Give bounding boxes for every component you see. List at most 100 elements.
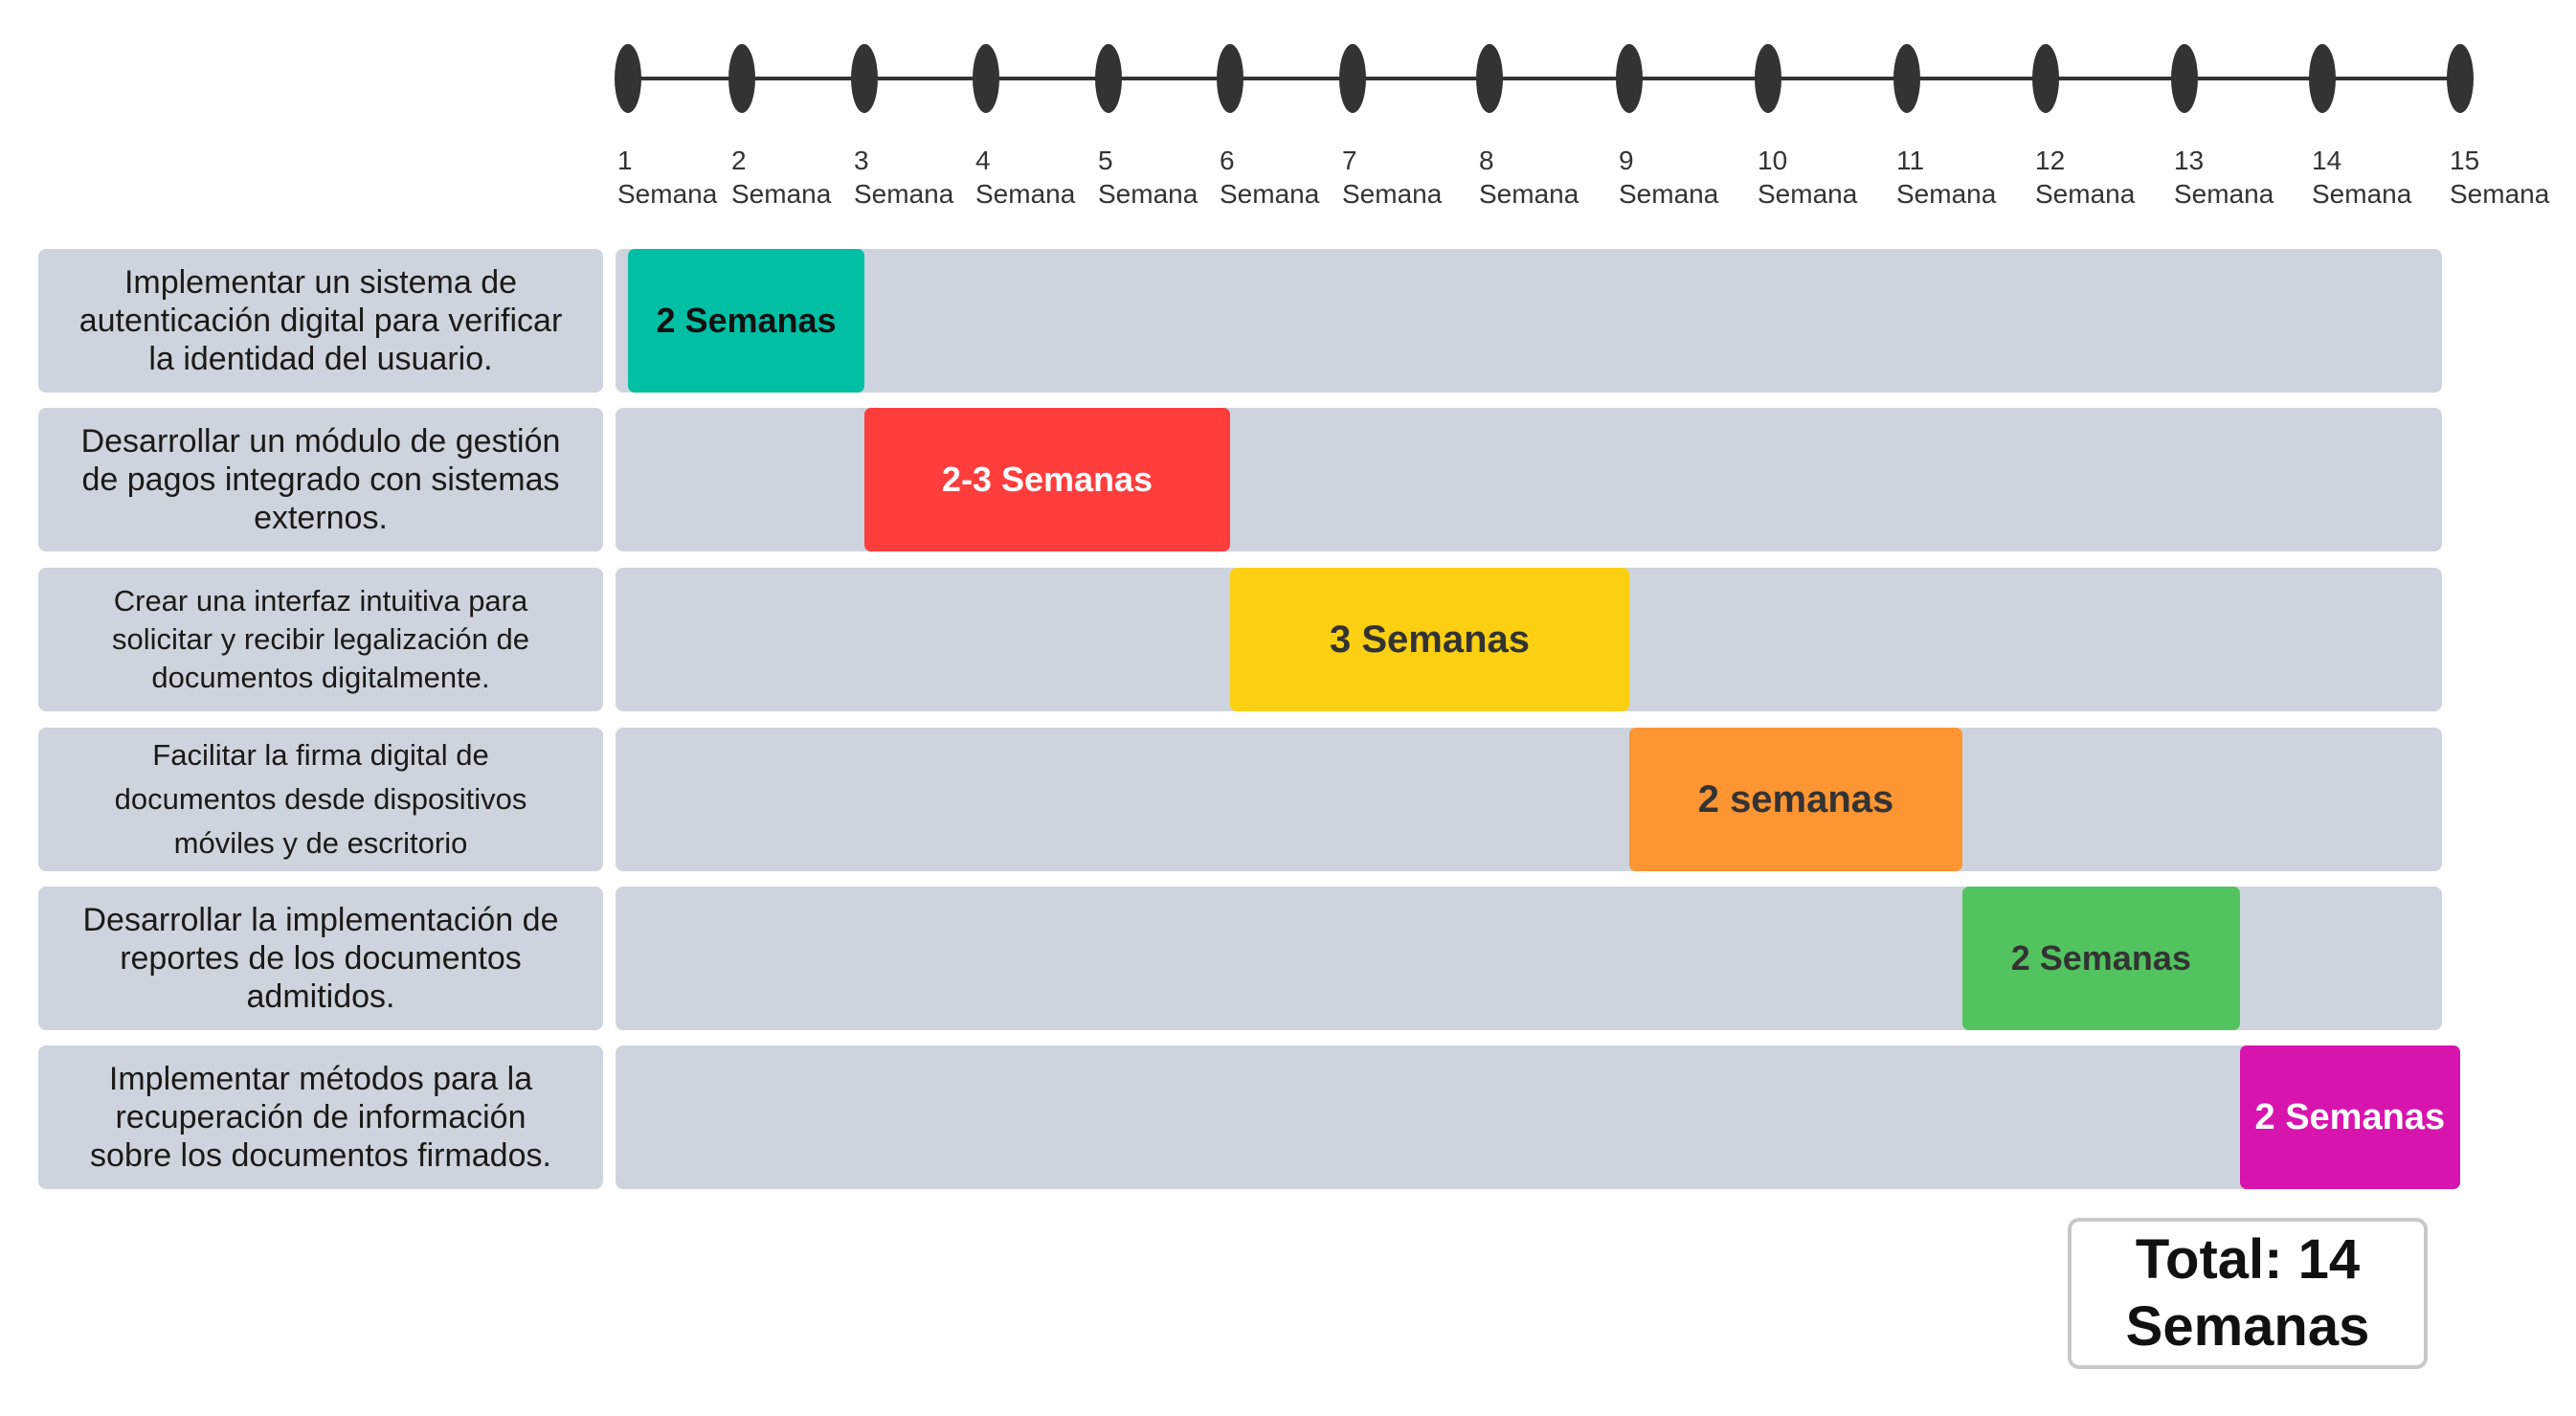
week-marker-9 xyxy=(1616,44,1643,113)
task-label-line: autenticación digital para verificar xyxy=(78,303,563,339)
week-label-12: 12 Semana xyxy=(2035,144,2135,211)
task-label-3: Crear una interfaz intuitiva para solicit… xyxy=(38,568,603,711)
week-unit: Semana xyxy=(2450,179,2550,209)
task-label-line: sobre los documentos firmados. xyxy=(90,1137,551,1174)
week-label-13: 13 Semana xyxy=(2174,144,2274,211)
week-label-7: 7 Semana xyxy=(1342,144,1442,211)
task-label-line: admitidos. xyxy=(246,978,395,1015)
week-unit: Semana xyxy=(2174,179,2274,209)
task-label-text: Implementar métodos para la recuperación … xyxy=(90,1060,551,1175)
task-track-4 xyxy=(616,728,2442,871)
week-marker-1 xyxy=(615,44,641,113)
total-line-2: Semanas xyxy=(2125,1295,2370,1358)
week-marker-14 xyxy=(2309,44,2336,113)
week-number: 12 xyxy=(2035,146,2066,175)
week-marker-15 xyxy=(2447,44,2474,113)
task-label-line: externos. xyxy=(254,500,388,536)
task-bar-label: 3 Semanas xyxy=(1329,618,1531,661)
task-label-line: reportes de los documentos xyxy=(120,940,522,977)
week-number: 7 xyxy=(1342,146,1357,175)
week-number: 2 xyxy=(731,146,747,175)
week-unit: Semana xyxy=(975,179,1076,209)
task-bar-3: 3 Semanas xyxy=(1230,568,1629,711)
task-label-1: Implementar un sistema de autenticación d… xyxy=(38,249,603,393)
week-marker-7 xyxy=(1339,44,1366,113)
week-number: 9 xyxy=(1619,146,1634,175)
task-label-4: Facilitar la firma digital de documentos … xyxy=(38,728,603,871)
task-label-text: Desarrollar un módulo de gestión de pagos… xyxy=(81,422,561,537)
task-label-line: Implementar un sistema de xyxy=(123,264,518,301)
task-label-text: Crear una interfaz intuitiva para solicit… xyxy=(112,582,529,697)
week-marker-10 xyxy=(1755,44,1781,113)
total-line-1: Total: 14 xyxy=(2135,1228,2361,1291)
week-number: 6 xyxy=(1220,146,1235,175)
week-unit: Semana xyxy=(1479,179,1579,209)
week-number: 5 xyxy=(1098,146,1113,175)
week-marker-2 xyxy=(728,44,755,113)
week-label-6: 6 Semana xyxy=(1220,144,1319,211)
task-bar-label: 2-3 Semanas xyxy=(941,460,1154,499)
week-label-11: 11 Semana xyxy=(1896,144,1996,211)
week-unit: Semana xyxy=(854,179,954,209)
task-label-line: Crear una interfaz intuitiva para xyxy=(113,584,528,618)
week-marker-6 xyxy=(1217,44,1243,113)
week-number: 3 xyxy=(854,146,869,175)
week-number: 15 xyxy=(2450,146,2480,175)
task-label-line: la identidad del usuario. xyxy=(148,341,493,377)
week-marker-13 xyxy=(2171,44,2198,113)
task-label-2: Desarrollar un módulo de gestión de pagos… xyxy=(38,408,603,551)
week-label-5: 5 Semana xyxy=(1098,144,1198,211)
task-label-line: móviles y de escritorio xyxy=(173,826,468,860)
week-number: 1 xyxy=(617,146,633,175)
week-unit: Semana xyxy=(1758,179,1858,209)
task-bar-4: 2 semanas xyxy=(1629,728,1962,871)
task-label-text: Implementar un sistema de autenticación d… xyxy=(79,263,563,378)
week-marker-3 xyxy=(851,44,878,113)
week-unit: Semana xyxy=(2035,179,2136,209)
task-label-line: solicitar y recibir legalización de xyxy=(112,622,529,656)
week-unit: Semana xyxy=(731,179,832,209)
week-label-1: 1 Semana xyxy=(617,144,717,211)
week-marker-11 xyxy=(1893,44,1920,113)
week-number: 4 xyxy=(975,146,991,175)
task-label-line: Facilitar la firma digital de xyxy=(152,738,489,772)
week-marker-12 xyxy=(2032,44,2059,113)
week-unit: Semana xyxy=(1896,179,1997,209)
task-bar-2: 2-3 Semanas xyxy=(864,408,1230,551)
task-label-line: documentos desde dispositivos xyxy=(114,782,527,816)
week-unit: Semana xyxy=(1220,179,1320,209)
task-label-text: Facilitar la firma digital de documentos … xyxy=(115,733,527,865)
task-label-line: documentos digitalmente. xyxy=(151,661,490,694)
week-label-10: 10 Semana xyxy=(1758,144,1857,211)
week-number: 14 xyxy=(2312,146,2342,175)
week-number: 10 xyxy=(1758,146,1788,175)
week-label-14: 14 Semana xyxy=(2312,144,2411,211)
task-bar-label: 2 Semanas xyxy=(2010,938,2191,978)
week-marker-8 xyxy=(1476,44,1503,113)
week-label-15: 15 Semana xyxy=(2450,144,2549,211)
task-label-line: Implementar métodos para la xyxy=(108,1061,533,1097)
week-label-3: 3 Semana xyxy=(854,144,953,211)
week-unit: Semana xyxy=(1098,179,1198,209)
task-bar-label: 2 Semanas xyxy=(2254,1096,2446,1137)
week-unit: Semana xyxy=(617,179,718,209)
week-label-8: 8 Semana xyxy=(1479,144,1579,211)
task-bar-label: 2 semanas xyxy=(1697,777,1894,820)
week-marker-4 xyxy=(973,44,999,113)
task-bar-label: 2 Semanas xyxy=(656,301,837,340)
task-label-text: Desarrollar la implementación de reportes… xyxy=(82,901,558,1016)
task-label-6: Implementar métodos para la recuperación … xyxy=(38,1045,603,1189)
task-label-line: recuperación de información xyxy=(115,1099,526,1135)
week-unit: Semana xyxy=(2312,179,2412,209)
total-duration-box: Total: 14 Semanas xyxy=(2068,1218,2428,1369)
week-unit: Semana xyxy=(1342,179,1443,209)
week-label-4: 4 Semana xyxy=(975,144,1075,211)
task-track-1 xyxy=(616,249,2442,393)
timeline-axis xyxy=(615,44,2474,113)
task-bar-1: 2 Semanas xyxy=(628,249,864,393)
task-label-line: Desarrollar la implementación de xyxy=(82,902,559,938)
task-track-6 xyxy=(616,1045,2442,1189)
week-number: 8 xyxy=(1479,146,1494,175)
task-bar-6: 2 Semanas xyxy=(2239,1045,2460,1189)
task-label-line: de pagos integrado con sistemas xyxy=(81,461,560,498)
